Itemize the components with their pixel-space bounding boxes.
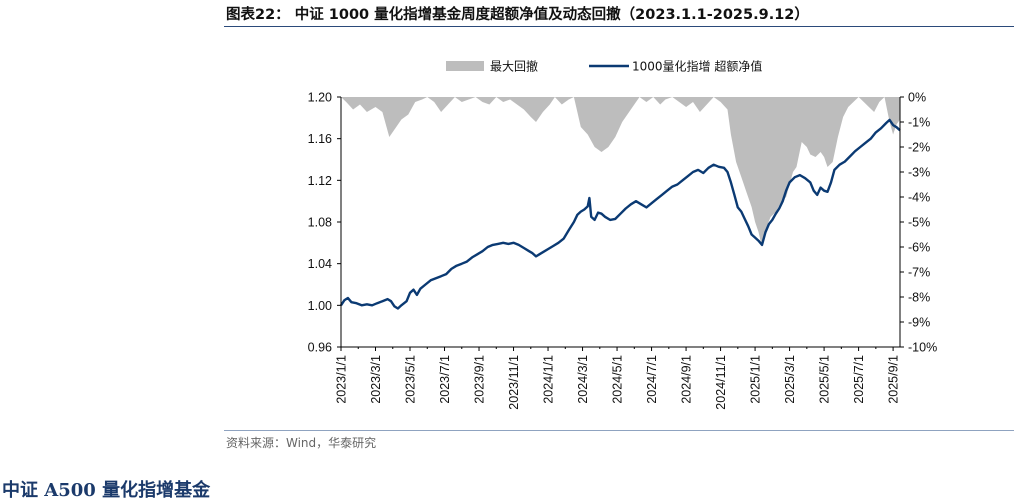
y-right-tick-label: -5% (908, 216, 930, 230)
x-tick-label: 2025/1/1 (749, 355, 763, 404)
legend: 最大回撤 1000量化指增 超额净值 (446, 59, 762, 74)
x-tick-label: 2023/9/1 (473, 355, 487, 404)
x-tick-label: 2024/1/1 (542, 355, 556, 404)
drawdown-area (341, 97, 900, 247)
legend-label-drawdown: 最大回撤 (490, 59, 538, 74)
y-left-tick-label: 1.08 (308, 216, 332, 230)
x-tick-label: 2024/7/1 (645, 355, 659, 404)
title-rule (224, 26, 1014, 27)
y-left-tick-label: 1.04 (308, 257, 332, 271)
x-tick-label: 2023/5/1 (404, 355, 418, 404)
y-right-tick-label: -2% (908, 141, 930, 155)
y-left-tick-label: 1.00 (308, 299, 332, 313)
x-tick-label: 2024/11/1 (714, 355, 728, 410)
y-right-tick-label: -3% (908, 166, 930, 180)
y-right-tick-label: -4% (908, 191, 930, 205)
y-left-tick-label: 1.12 (308, 174, 332, 188)
y-right-tick-label: 0% (908, 91, 926, 105)
y-right-tick-label: -6% (908, 241, 930, 255)
source-rule (224, 430, 1014, 431)
x-tick-label: 2023/3/1 (369, 355, 383, 404)
x-tick-label: 2024/3/1 (576, 355, 590, 404)
y-left-tick-label: 0.96 (308, 341, 332, 355)
y-right-tick-label: -1% (908, 116, 930, 130)
excess-nav-line (340, 118, 901, 310)
x-tick-label: 2025/9/1 (887, 355, 901, 404)
chart-title: 图表22： 中证 1000 量化指增基金周度超额净值及动态回撤（2023.1.1… (226, 7, 809, 23)
x-tick-label: 2023/7/1 (438, 355, 452, 404)
plot-area (340, 97, 901, 310)
x-tick-label: 2023/1/1 (335, 355, 349, 404)
y-right-tick-label: -7% (908, 266, 930, 280)
x-tick-label: 2025/5/1 (818, 355, 832, 404)
x-tick-label: 2023/11/1 (507, 355, 521, 410)
x-tick-label: 2025/7/1 (852, 355, 866, 404)
y-right-tick-label: -9% (908, 316, 930, 330)
axes: 0.96 1.00 1.04 1.08 1.12 1.16 1.20 0% -1% -2% -3% -… (308, 91, 938, 410)
next-section-heading: 中证 A500 量化指增基金 (2, 480, 211, 501)
y-left-tick-label: 1.16 (308, 132, 332, 146)
source-note: 资料来源：Wind，华泰研究 (226, 436, 377, 450)
y-right-tick-label: -8% (908, 291, 930, 305)
legend-swatch-drawdown (446, 61, 484, 71)
x-tick-label: 2025/3/1 (783, 355, 797, 404)
x-tick-label: 2024/9/1 (680, 355, 694, 404)
y-left-tick-label: 1.20 (308, 91, 332, 105)
y-right-tick-label: -10% (908, 341, 937, 355)
x-tick-label: 2024/5/1 (611, 355, 625, 404)
legend-label-nav: 1000量化指增 超额净值 (632, 59, 762, 74)
